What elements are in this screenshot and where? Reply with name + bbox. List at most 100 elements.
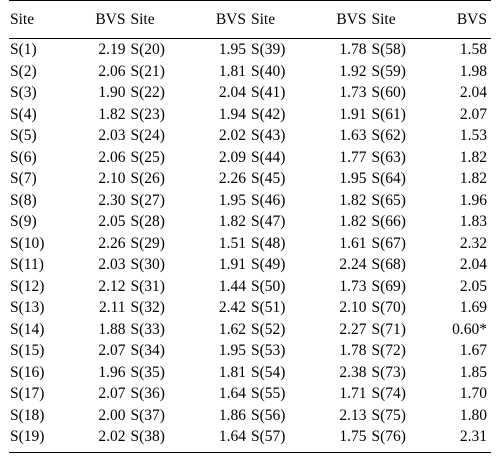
bvs-cell: 1.63 <box>339 127 367 144</box>
site-cell: S(23) <box>130 105 165 123</box>
bvs-cell: 1.64 <box>218 385 246 402</box>
table-row: S(2) 2.06 S(21) 1.81 S(40) 1.92 S(59) 1.98 <box>9 61 491 83</box>
site-cell: S(51) <box>251 299 286 316</box>
site-cell: S(49) <box>251 256 286 273</box>
site-cell: S(7) <box>10 170 37 187</box>
site-cell: S(36) <box>130 385 165 402</box>
bvs-cell: 1.86 <box>218 406 246 424</box>
site-cell: S(44) <box>251 148 286 166</box>
table-row: S(3) 1.90 S(22) 2.04 S(41) 1.73 S(60) 2.04 <box>9 82 491 104</box>
bvs-cell: 1.51 <box>218 234 246 252</box>
bvs-cell: 1.75 <box>339 428 367 445</box>
site-cell: S(1) <box>10 41 37 58</box>
site-cell: S(67) <box>371 234 406 252</box>
bvs-cell: 1.81 <box>218 363 246 381</box>
site-cell: S(38) <box>130 428 165 445</box>
bvs-cell: 2.02 <box>98 428 126 445</box>
site-cell: S(13) <box>10 299 45 316</box>
table-row: S(9) 2.05 S(28) 1.82 S(47) 1.82 S(66) 1.83 <box>9 211 491 233</box>
site-cell: S(63) <box>371 148 406 166</box>
site-cell: S(33) <box>130 320 165 338</box>
site-cell: S(57) <box>251 428 286 445</box>
bvs-cell: 1.83 <box>459 213 487 230</box>
bvs-cell: 2.04 <box>459 256 487 273</box>
bvs-cell: 2.07 <box>98 385 126 402</box>
bvs-cell: 1.78 <box>339 342 367 359</box>
bvs-cell: 1.88 <box>98 320 126 338</box>
bvs-cell: 2.30 <box>98 191 126 209</box>
site-cell: S(14) <box>10 320 45 338</box>
site-cell: S(66) <box>371 213 406 230</box>
site-cell: S(5) <box>10 127 37 144</box>
site-cell: S(40) <box>251 62 286 80</box>
bvs-cell: 2.06 <box>98 148 126 166</box>
site-cell: S(29) <box>130 234 165 252</box>
bvs-cell: 1.95 <box>218 191 246 209</box>
site-cell: S(37) <box>130 406 165 424</box>
table-row: S(7) 2.10 S(26) 2.26 S(45) 1.95 S(64) 1.82 <box>9 168 491 190</box>
header-bvs: BVS <box>215 10 246 28</box>
site-cell: S(58) <box>371 41 406 58</box>
header-bvs: BVS <box>95 10 126 28</box>
header-bvs: BVS <box>336 10 367 28</box>
site-cell: S(3) <box>10 84 37 101</box>
site-cell: S(60) <box>371 84 406 101</box>
table-row: S(6) 2.06 S(25) 2.09 S(44) 1.77 S(63) 1.82 <box>9 147 491 169</box>
table-row: S(5) 2.03 S(24) 2.02 S(43) 1.63 S(62) 1.53 <box>9 125 491 147</box>
site-cell: S(35) <box>130 363 165 381</box>
site-cell: S(25) <box>130 148 165 166</box>
bvs-cell: 2.00 <box>98 406 126 424</box>
bvs-cell: 2.11 <box>98 299 126 316</box>
site-cell: S(24) <box>130 127 165 144</box>
site-cell: S(53) <box>251 342 286 359</box>
header-bvs: BVS <box>456 10 487 28</box>
table-row: S(18) 2.00 S(37) 1.86 S(56) 2.13 S(75) 1.80 <box>9 405 491 427</box>
site-cell: S(42) <box>251 105 286 123</box>
bvs-table: Site BVS Site BVS Site BVS Site BVS S(1)… <box>9 0 491 453</box>
site-cell: S(10) <box>10 234 45 252</box>
table-row: S(16) 1.96 S(35) 1.81 S(54) 2.38 S(73) 1.85 <box>9 362 491 384</box>
bvs-cell: 1.92 <box>339 62 367 80</box>
site-cell: S(4) <box>10 105 37 123</box>
bvs-cell: 2.10 <box>339 299 367 316</box>
site-cell: S(52) <box>251 320 286 338</box>
bvs-cell: 1.64 <box>218 428 246 445</box>
bvs-cell: 1.94 <box>218 105 246 123</box>
site-cell: S(11) <box>10 256 44 273</box>
bvs-cell: 1.71 <box>339 385 367 402</box>
header-site: Site <box>130 10 155 28</box>
bvs-cell: 0.60* <box>452 320 487 338</box>
site-cell: S(34) <box>130 342 165 359</box>
bvs-cell: 1.62 <box>218 320 246 338</box>
site-cell: S(39) <box>251 41 286 58</box>
site-cell: S(20) <box>130 41 165 58</box>
site-cell: S(41) <box>251 84 286 101</box>
site-cell: S(55) <box>251 385 286 402</box>
bvs-cell: 1.90 <box>98 84 126 101</box>
site-cell: S(76) <box>371 428 406 445</box>
bvs-cell: 2.12 <box>98 277 126 295</box>
bvs-cell: 2.05 <box>98 213 126 230</box>
bvs-cell: 1.82 <box>459 148 487 166</box>
bvs-cell: 1.81 <box>218 62 246 80</box>
bvs-cell: 1.53 <box>459 127 487 144</box>
bvs-cell: 1.73 <box>339 84 367 101</box>
bvs-cell: 2.06 <box>98 62 126 80</box>
bvs-cell: 1.69 <box>459 299 487 316</box>
bvs-cell: 2.04 <box>218 84 246 101</box>
bvs-cell: 2.38 <box>339 363 367 381</box>
bvs-cell: 2.07 <box>459 105 487 123</box>
bvs-cell: 1.82 <box>459 170 487 187</box>
bvs-cell: 1.82 <box>218 213 246 230</box>
site-cell: S(75) <box>371 406 406 424</box>
table-row: S(19) 2.02 S(38) 1.64 S(57) 1.75 S(76) 2.31 <box>9 426 491 452</box>
table-row: S(4) 1.82 S(23) 1.94 S(42) 1.91 S(61) 2.07 <box>9 104 491 126</box>
site-cell: S(61) <box>371 105 406 123</box>
table-row: S(17) 2.07 S(36) 1.64 S(55) 1.71 S(74) 1.70 <box>9 383 491 405</box>
site-cell: S(15) <box>10 342 45 359</box>
bvs-cell: 2.32 <box>459 234 487 252</box>
site-cell: S(68) <box>371 256 406 273</box>
table-row: S(13) 2.11 S(32) 2.42 S(51) 2.10 S(70) 1.69 <box>9 297 491 319</box>
bvs-cell: 1.70 <box>459 385 487 402</box>
site-cell: S(2) <box>10 62 37 80</box>
